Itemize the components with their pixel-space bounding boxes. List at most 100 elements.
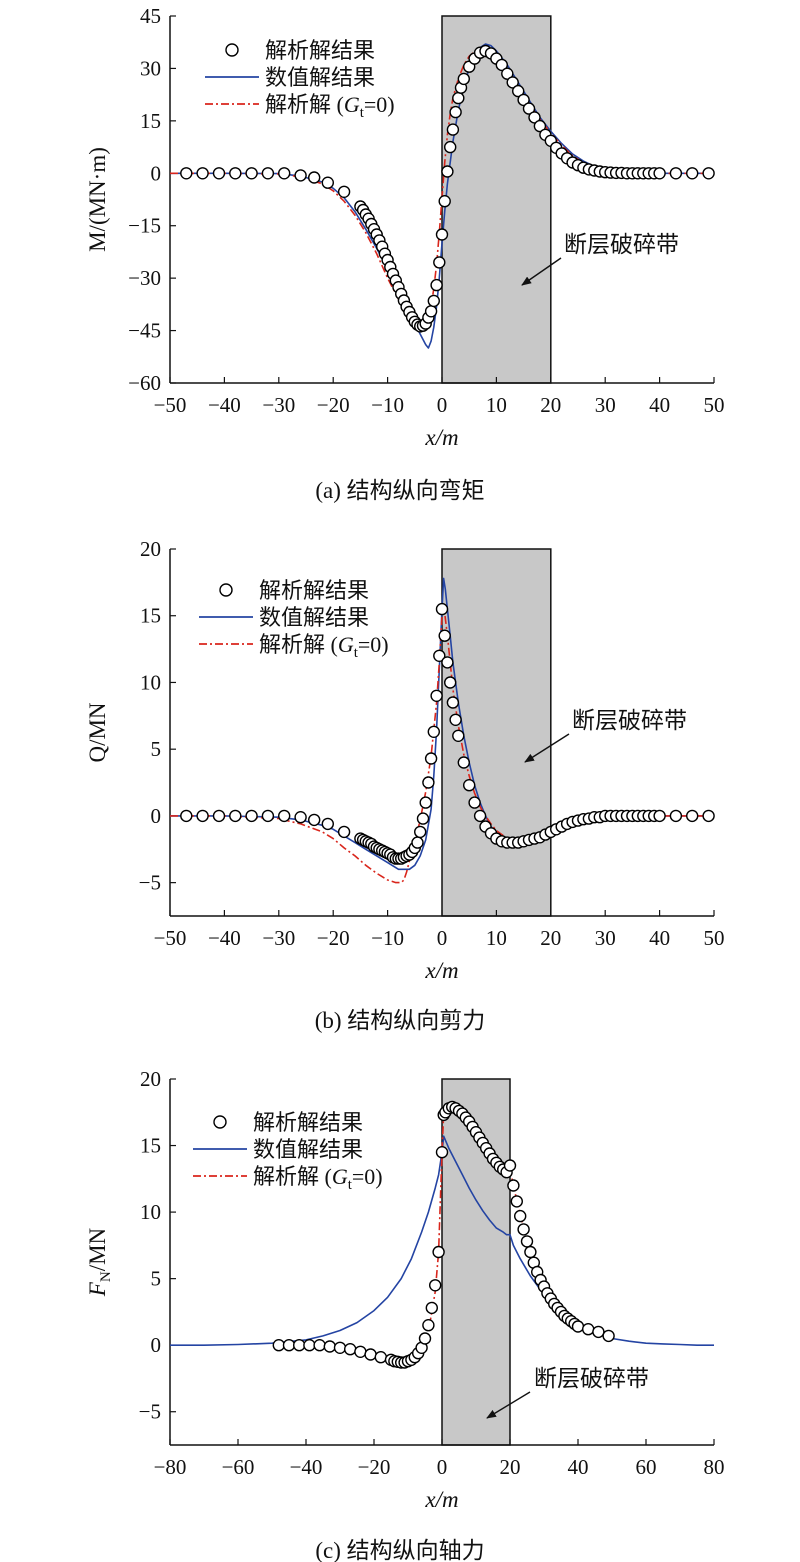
data-point [419,796,432,809]
data-point [308,813,321,827]
x-tick-label: 20 [540,926,561,950]
data-point [533,119,547,133]
data-point [449,105,462,119]
data-point [432,1245,445,1259]
chart-panel-2: −50 −40 −30 −20 −10 0 10 20 30 40 50−505101520x/mQ… [85,537,725,1033]
data-point [303,1338,316,1352]
data-point [424,305,438,318]
y-axis-title: M/(MN·m) [85,147,110,252]
x-tick-label: 30 [595,393,616,417]
data-point [449,713,462,726]
y-tick-label: 0 [151,161,162,185]
data-point [524,1245,537,1259]
fault-zone-label: 断层破碎带 [572,708,687,733]
data-point [337,185,351,199]
data-point [517,1223,530,1236]
data-point [468,796,481,809]
data-point [422,1318,435,1332]
data-point [438,629,451,642]
x-tick-label: 60 [636,1455,657,1479]
data-point [446,123,460,136]
data-point [520,1235,534,1248]
y-tick-label: 15 [140,604,161,628]
data-point [323,1340,336,1353]
fault-zone-arrow [524,733,570,763]
data-point [441,165,454,178]
y-tick-label: −45 [128,319,161,343]
x-tick-label: −20 [358,1455,391,1479]
data-point [571,1320,585,1333]
legend-label: 数值解结果 [259,605,369,630]
y-tick-label: −5 [139,1400,161,1424]
data-point [452,729,465,742]
data-point [435,1145,449,1159]
x-tick-label: 0 [437,926,448,950]
y-tick-label: 10 [140,670,161,694]
x-tick-label: 10 [486,393,507,417]
x-tick-label: −80 [154,1455,187,1479]
x-tick-label: −60 [222,1455,255,1479]
data-point [282,1338,296,1352]
data-point [261,809,275,823]
fault-zone-label: 断层破碎带 [564,232,679,257]
data-point [229,809,242,823]
data-point [427,294,440,308]
data-point [293,1338,306,1352]
data-point [313,1338,326,1352]
data-point [278,167,291,180]
data-point [592,1325,605,1339]
data-point [528,111,541,124]
data-point [503,1159,517,1172]
legend-marker-circle [219,583,233,597]
x-tick-label: 0 [437,393,448,417]
x-axis-title: x/m [424,958,458,983]
data-point [435,602,449,616]
data-point [495,58,508,72]
x-tick-label: −10 [371,926,404,950]
x-tick-label: 30 [595,926,616,950]
data-point [473,809,487,823]
chart-panel-3: −80 −60 −40 −20 0 20 40 60 80 −5 0 5 10 15 20 x/m FN/MN 解… [85,1067,725,1562]
data-point [433,649,446,662]
data-point [702,167,715,180]
y-tick-label: −5 [139,871,161,895]
panel-caption: (b) 结构纵向剪力 [315,1008,486,1033]
x-tick-label: 50 [704,393,725,417]
x-tick-label: 20 [500,1455,521,1479]
fault-zone-arrow [486,1391,531,1419]
data-point [422,776,435,789]
fault-zone-region [441,15,552,384]
data-point [337,825,351,839]
data-point [441,656,454,669]
data-point [602,1329,615,1343]
data-point [425,1301,438,1315]
data-point [669,809,683,823]
data-point [438,194,451,208]
x-tick-label: 40 [649,393,670,417]
data-point [212,167,226,180]
legend-label: 数值解结果 [253,1137,363,1162]
legend-marker-circle [225,43,239,57]
y-axis-title: Q/MN [85,702,110,762]
data-point [429,1279,442,1292]
x-tick-label: 10 [486,926,507,950]
data-point [463,779,476,792]
x-tick-label: −40 [208,393,241,417]
data-point [344,1342,357,1356]
legend-label: 解析解 (Gt=0) [259,632,389,661]
fault-zone-arrow [521,257,562,286]
data-point [686,167,699,180]
data-point [272,1338,285,1352]
data-point [427,725,440,738]
data-point [229,167,242,180]
x-tick-label: −30 [262,926,295,950]
legend-label: 解析解 (Gt=0) [253,1164,383,1193]
x-tick-label: 80 [704,1455,725,1479]
analytical-solution-points [180,602,715,865]
data-point [512,84,525,98]
x-axis-title: x/m [424,425,458,450]
data-point [457,756,470,769]
